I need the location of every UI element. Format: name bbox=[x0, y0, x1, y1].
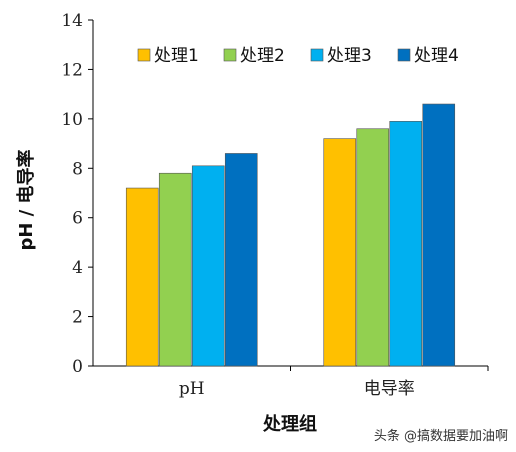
bar-处理3-电导率 bbox=[389, 121, 423, 367]
legend-label: 处理1 bbox=[154, 46, 199, 66]
legend-swatch bbox=[397, 48, 411, 62]
legend-label: 处理2 bbox=[240, 46, 285, 66]
bar-处理1-pH bbox=[125, 187, 159, 367]
x-axis-title: 处理组 bbox=[262, 413, 317, 435]
y-tick-label: 0 bbox=[72, 357, 83, 377]
y-tick-label: 2 bbox=[72, 308, 83, 328]
y-tick-label: 14 bbox=[61, 11, 83, 31]
x-category-label: pH bbox=[179, 379, 205, 399]
y-tick-label: 10 bbox=[61, 110, 83, 130]
legend: 处理1 处理2 处理3 处理4 bbox=[137, 46, 459, 66]
legend-label: 处理4 bbox=[414, 46, 459, 66]
legend-swatch bbox=[137, 48, 151, 62]
legend-swatch bbox=[310, 48, 324, 62]
watermark-text: 头条 @搞数据要加油啊 bbox=[374, 428, 508, 444]
y-axis-ticks: 0 2 4 6 8 10 12 14 bbox=[61, 11, 93, 377]
bar-处理2-电导率 bbox=[356, 128, 390, 367]
x-category-label: 电导率 bbox=[364, 379, 415, 399]
x-axis-categories: pH 电导率 bbox=[179, 366, 489, 399]
y-tick-label: 4 bbox=[72, 258, 83, 278]
y-axis-title: pH / 电导率 bbox=[15, 149, 37, 250]
bar-处理4-pH bbox=[224, 153, 258, 367]
bar-处理2-pH bbox=[158, 172, 192, 367]
bars-group bbox=[125, 103, 456, 367]
legend-label: 处理3 bbox=[327, 46, 372, 66]
y-tick-label: 8 bbox=[72, 159, 83, 179]
bar-处理3-pH bbox=[191, 165, 225, 367]
bar-处理1-电导率 bbox=[323, 138, 357, 367]
y-tick-label: 12 bbox=[61, 60, 83, 80]
legend-swatch bbox=[223, 48, 237, 62]
y-tick-label: 6 bbox=[72, 209, 83, 229]
bar-处理4-电导率 bbox=[422, 103, 456, 367]
